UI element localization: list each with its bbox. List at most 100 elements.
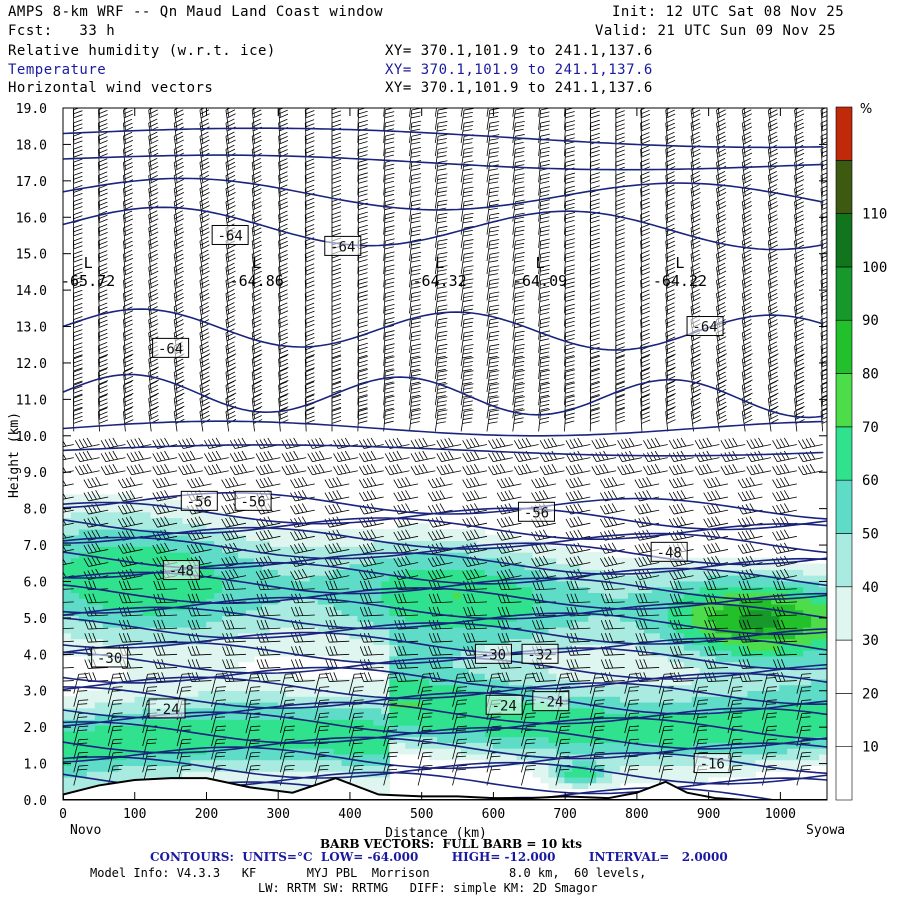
rh-cell	[269, 644, 279, 651]
wind-barb	[199, 341, 211, 366]
wind-barb	[333, 450, 358, 463]
rh-cell	[222, 523, 231, 530]
rh-cell	[492, 748, 502, 755]
rh-cell	[381, 575, 390, 582]
rh-cell	[532, 667, 542, 674]
rh-cell	[803, 609, 812, 617]
rh-cell	[699, 701, 709, 709]
rh-cell	[452, 552, 462, 559]
rh-cell	[636, 719, 645, 726]
rh-cell	[651, 753, 661, 761]
rh-cell	[397, 719, 406, 726]
rh-cell	[373, 540, 382, 547]
rh-cell	[182, 627, 191, 634]
rh-cell	[643, 575, 653, 582]
rh-cell	[429, 719, 438, 726]
rh-cell	[405, 696, 414, 703]
rh-cell	[301, 632, 311, 640]
wind-barb	[278, 328, 289, 353]
rh-cell	[357, 609, 367, 617]
wind-barb	[221, 503, 247, 515]
rh-cell	[357, 696, 367, 703]
rh-cell	[269, 650, 279, 657]
rh-cell	[651, 621, 661, 628]
rh-cell	[755, 586, 764, 593]
rh-cell	[254, 707, 263, 715]
rh-cell	[604, 609, 613, 617]
wind-barb	[290, 503, 315, 515]
rh-cell	[206, 592, 215, 599]
rh-cell	[261, 528, 271, 536]
wind-barb	[460, 370, 474, 393]
rh-cell	[182, 644, 191, 651]
wind-barb	[565, 503, 591, 515]
rh-cell	[755, 598, 764, 605]
wind-barb	[148, 393, 159, 419]
rh-cell	[779, 569, 788, 576]
wind-barb	[737, 568, 763, 581]
rh-cell	[309, 765, 319, 772]
rh-cell	[795, 598, 804, 605]
rh-cell	[524, 603, 534, 611]
rh-cell	[476, 748, 486, 755]
wind-barb	[331, 329, 342, 353]
rh-cell	[620, 759, 629, 766]
rh-cell	[715, 609, 725, 617]
rh-cell	[787, 563, 796, 570]
wind-barb	[460, 383, 474, 406]
wind-barb	[357, 342, 368, 366]
rh-cell	[771, 655, 780, 663]
rh-cell	[413, 534, 422, 542]
rh-cell	[405, 580, 414, 588]
rh-cell	[460, 534, 470, 542]
rh-cell	[134, 580, 144, 588]
wind-barb	[63, 667, 74, 669]
rh-cell	[787, 557, 796, 565]
rh-cell	[612, 690, 621, 697]
wind-barb	[427, 477, 453, 489]
rh-cell	[763, 569, 772, 576]
rh-cell	[699, 690, 709, 697]
rh-cell	[293, 690, 303, 697]
rh-cell	[102, 638, 112, 645]
rh-cell	[102, 592, 112, 599]
rh-cell	[238, 528, 247, 536]
wind-barb	[462, 529, 488, 541]
rh-cell	[755, 753, 764, 761]
rh-cell	[277, 563, 287, 570]
rh-cell	[309, 759, 319, 766]
rh-cell	[86, 505, 96, 513]
rh-cell	[492, 621, 502, 628]
rh-cell	[277, 742, 287, 749]
wind-barb	[741, 328, 753, 353]
rh-cell	[389, 678, 398, 686]
rh-cell	[548, 753, 558, 761]
rh-cell	[683, 627, 693, 634]
rh-cell	[667, 742, 677, 749]
rh-cell	[564, 678, 573, 686]
rh-cell	[222, 771, 231, 778]
rh-cell	[269, 586, 279, 593]
rh-cell	[604, 661, 613, 668]
rh-cell	[70, 638, 80, 645]
rh-cell	[683, 707, 693, 715]
rh-cell	[540, 759, 550, 766]
wind-barb	[668, 568, 694, 581]
rh-cell	[198, 557, 207, 565]
wind-barb	[333, 463, 358, 476]
wind-barb	[142, 738, 158, 760]
wind-barb	[222, 619, 246, 630]
rh-cell	[707, 661, 717, 668]
rh-cell	[110, 540, 120, 547]
wind-barb	[358, 568, 384, 581]
rh-cell	[468, 736, 478, 743]
rh-cell	[437, 534, 446, 542]
rh-cell	[190, 540, 199, 547]
rh-cell	[628, 742, 637, 749]
rh-cell	[134, 557, 144, 565]
rh-cell	[755, 569, 764, 576]
rh-cell	[683, 632, 693, 640]
rh-cell	[63, 592, 72, 599]
rh-cell	[811, 621, 820, 628]
wind-barb	[538, 343, 551, 366]
